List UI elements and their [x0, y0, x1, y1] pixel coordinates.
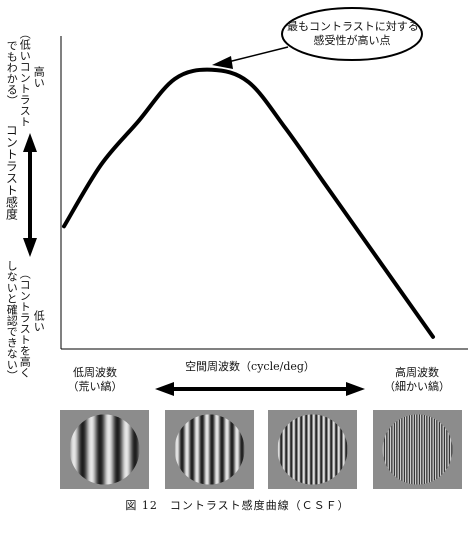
callout-text: 最もコントラストに対する 感受性が高い点	[287, 20, 419, 48]
y-high-note-2: でもわかる）	[5, 40, 19, 106]
x-low-label: 低周波数	[73, 366, 117, 379]
x-low-block: 低周波数 （荒い縞）	[55, 366, 135, 394]
x-double-arrow	[155, 382, 365, 396]
y-axis-label: コントラスト感度	[4, 124, 19, 220]
y-low-note-1: （コントラストを高く	[18, 268, 32, 378]
callout-arrow-head	[212, 56, 233, 69]
y-double-arrow	[23, 133, 37, 257]
x-high-note: （細かい縞）	[384, 379, 450, 393]
callout-line-1: 最もコントラストに対する	[287, 20, 419, 33]
callout-line-2: 感受性が高い点	[313, 33, 391, 47]
y-high-note-1: （低いコントラスト	[18, 28, 32, 127]
figure-caption: 図 12 コントラスト感度曲線（ＣＳＦ）	[125, 499, 350, 512]
y-high-label: 高い	[32, 66, 46, 88]
csf-curve	[62, 67, 435, 339]
x-axis-label: 空間周波数（cycle/deg）	[185, 360, 315, 373]
y-low-label: 低い	[32, 310, 46, 332]
grating-medium	[268, 410, 357, 489]
grating-stripes	[174, 414, 245, 485]
grating-stripes	[69, 414, 140, 485]
x-high-block: 高周波数 （細かい縞）	[372, 366, 462, 394]
x-high-label: 高周波数	[395, 366, 439, 379]
grating-stripes	[277, 414, 348, 485]
grating-stripes	[382, 414, 453, 485]
x-low-note: （荒い縞）	[67, 379, 123, 393]
csf-points	[64, 70, 433, 337]
grating-high	[373, 410, 462, 489]
grating-low	[165, 410, 254, 489]
y-low-note-2: しないと確認できない）	[5, 260, 19, 381]
callout-bubble	[212, 7, 423, 69]
grating-very-low	[60, 410, 149, 489]
